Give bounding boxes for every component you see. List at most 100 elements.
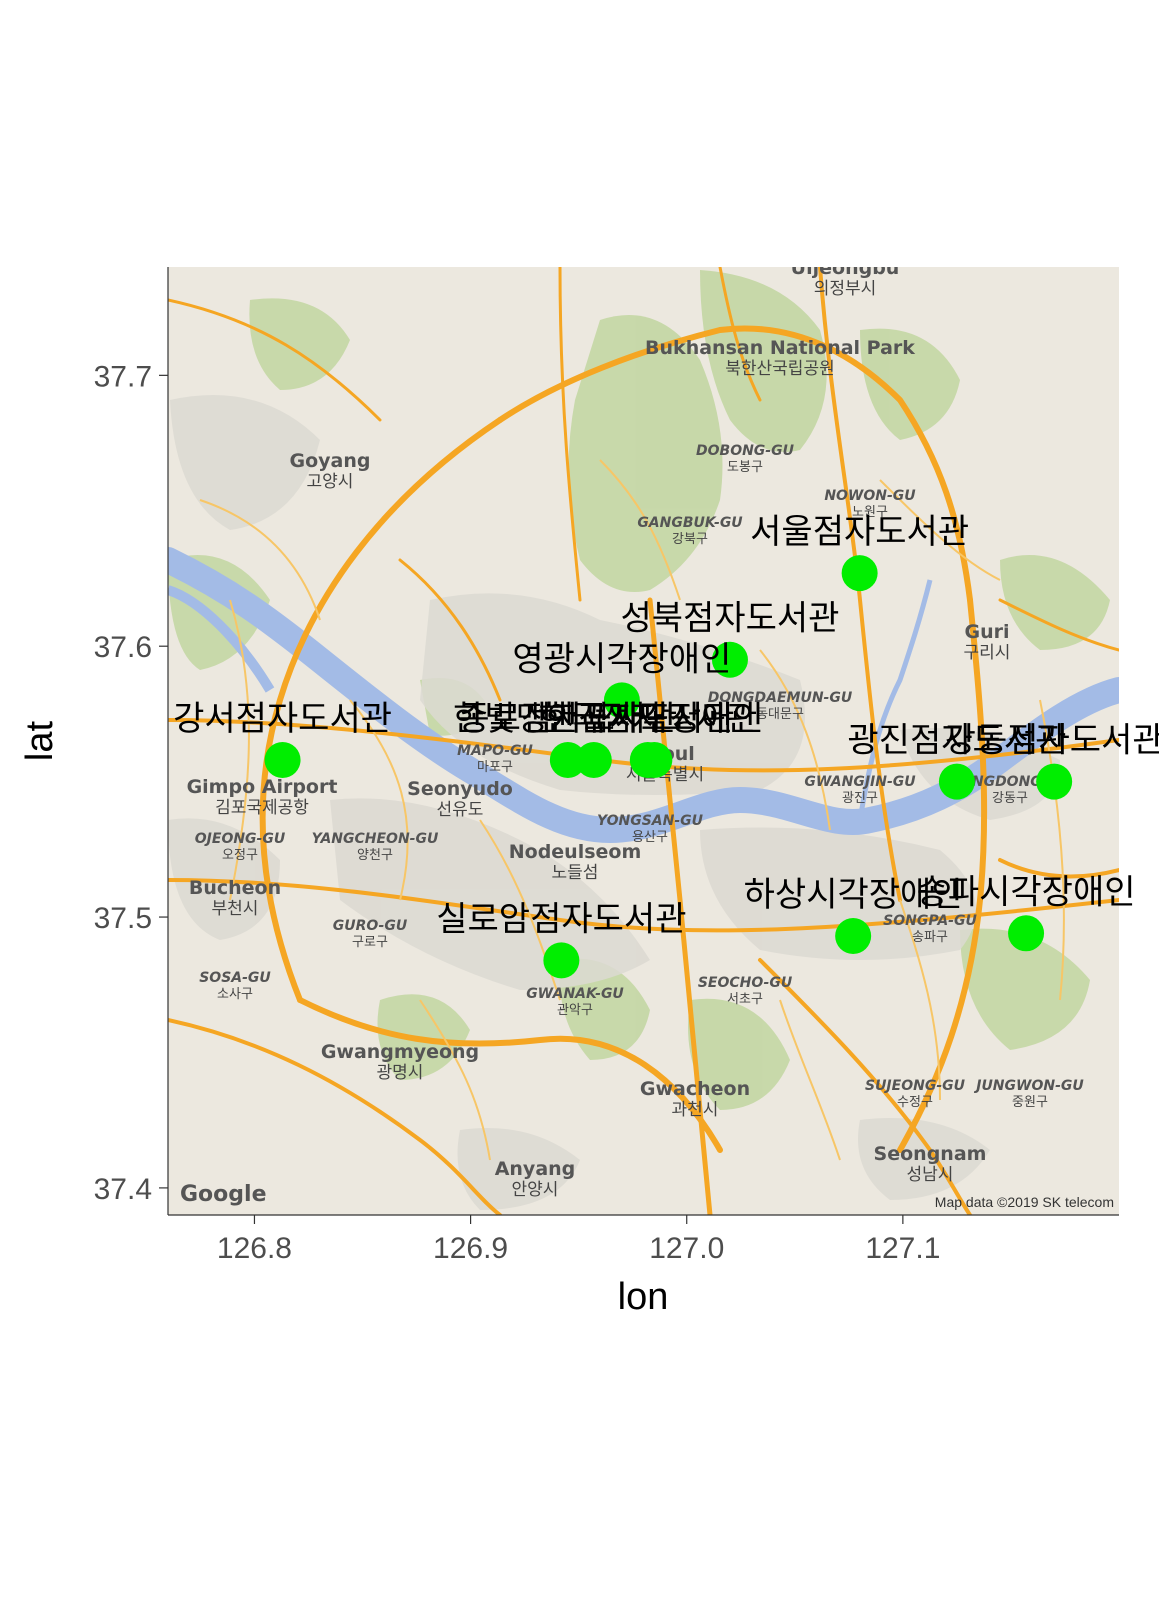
place-name: Bukhansan National Park bbox=[645, 337, 915, 359]
place-name: Gwangmyeong bbox=[321, 1041, 479, 1063]
place-name-ko: 선유도 bbox=[437, 800, 484, 820]
data-point bbox=[835, 918, 872, 955]
google-logo: Google bbox=[180, 1182, 267, 1207]
place-name-ko: 서초구 bbox=[727, 992, 763, 1007]
data-point bbox=[264, 741, 301, 778]
place-name: Bucheon bbox=[189, 877, 281, 899]
y-tick-label: 37.6 bbox=[94, 631, 152, 664]
place-name-ko: 중원구 bbox=[1012, 1095, 1048, 1110]
point-label: 한빛맹인점자도서관 bbox=[453, 699, 735, 739]
place-name: OJEONG-GU bbox=[195, 831, 286, 847]
place-name-ko: 관악구 bbox=[557, 1003, 593, 1018]
jungnang-stream bbox=[857, 579, 933, 821]
point-label: 강서점자도서관 bbox=[173, 699, 392, 739]
place-name: YANGCHEON-GU bbox=[312, 831, 439, 847]
point-label: 광진점자도서관 bbox=[847, 721, 1066, 761]
place-name: Gimpo Airport bbox=[187, 776, 338, 798]
place-name-ko: 수정구 bbox=[897, 1095, 933, 1110]
place-name: GANGBUK-GU bbox=[637, 515, 743, 531]
place-name-ko: 과천시 bbox=[672, 1100, 719, 1120]
x-tick-label: 127.0 bbox=[649, 1232, 724, 1265]
data-point bbox=[549, 741, 586, 778]
place-name-ko: 광진구 bbox=[842, 791, 878, 806]
place-name: Guri bbox=[964, 621, 1009, 643]
point-label: 실로암점자도서관 bbox=[436, 899, 686, 939]
data-point bbox=[711, 641, 748, 678]
x-axis: 126.8 126.9 127.0 127.1 bbox=[168, 1214, 1119, 1265]
data-point bbox=[1036, 763, 1073, 800]
data-point bbox=[841, 555, 878, 592]
place-name-ko: 노원구 bbox=[852, 505, 888, 520]
place-name: YONGSAN-GU bbox=[597, 813, 704, 829]
y-tick-label: 37.4 bbox=[94, 1173, 152, 1206]
place-name: Nodeulseom bbox=[509, 841, 642, 863]
data-point bbox=[603, 682, 640, 719]
data-point bbox=[938, 763, 975, 800]
minor-roads bbox=[199, 459, 1065, 1161]
place-name-ko: 동대문구 bbox=[756, 707, 804, 722]
data-point bbox=[636, 741, 673, 778]
place-name-ko: 강북구 bbox=[672, 532, 708, 547]
place-name-ko: 노들섬 bbox=[552, 863, 599, 883]
place-name: SONGPA-GU bbox=[883, 913, 977, 929]
place-name-ko: 용산구 bbox=[632, 830, 668, 845]
point-label: 영광시각장애인 bbox=[512, 639, 731, 679]
place-name: Anyang bbox=[495, 1158, 576, 1180]
place-name-ko: 부천시 bbox=[212, 899, 259, 919]
point-label: 종로점자도서관 bbox=[458, 699, 677, 739]
place-name-ko: 오정구 bbox=[222, 848, 258, 863]
place-name: MAPO-GU bbox=[457, 743, 533, 759]
place-name-ko: 소사구 bbox=[217, 987, 253, 1002]
x-tick-label: 126.8 bbox=[217, 1232, 292, 1265]
place-name: SOSA-GU bbox=[199, 970, 271, 986]
y-axis-title: lat bbox=[19, 720, 61, 761]
place-name: SUJEONG-GU bbox=[865, 1078, 966, 1094]
x-axis-title: lon bbox=[618, 1276, 669, 1318]
y-axis: 37.4 37.5 37.6 37.7 bbox=[94, 267, 169, 1215]
map-attribution: Map data ©2019 SK telecom bbox=[935, 1194, 1114, 1210]
place-name: Seonyudo bbox=[407, 778, 513, 800]
place-name: GURO-GU bbox=[333, 918, 408, 934]
place-name-ko: 강동구 bbox=[992, 791, 1028, 806]
x-tick-label: 126.9 bbox=[433, 1232, 508, 1265]
place-name-ko: 고양시 bbox=[307, 472, 354, 492]
place-name-ko: 광명시 bbox=[377, 1063, 424, 1083]
place-name-ko: 양천구 bbox=[357, 848, 393, 863]
data-point bbox=[1008, 915, 1045, 952]
place-name: GWANGJIN-GU bbox=[804, 774, 916, 790]
place-name-ko: 구로구 bbox=[352, 935, 388, 950]
place-name: NOWON-GU bbox=[824, 488, 916, 504]
point-label: 성북점자도서관 bbox=[620, 599, 839, 639]
y-tick-label: 37.5 bbox=[94, 902, 152, 935]
x-tick-label: 127.1 bbox=[865, 1232, 940, 1265]
place-name-ko: 성남시 bbox=[907, 1165, 954, 1185]
place-name-ko: 송파구 bbox=[912, 930, 948, 945]
place-name-ko: 북한산국립공원 bbox=[725, 359, 834, 379]
place-name: Seongnam bbox=[874, 1143, 987, 1165]
data-points bbox=[264, 555, 1073, 979]
y-tick-label: 37.7 bbox=[94, 360, 152, 393]
place-name: GWANAK-GU bbox=[526, 986, 624, 1002]
place-name-ko: 마포구 bbox=[477, 760, 513, 775]
place-name: SEOCHO-GU bbox=[698, 975, 793, 991]
place-name: DONGDAEMUN-GU bbox=[708, 690, 853, 706]
place-name-ko: 김포국제공항 bbox=[215, 798, 309, 818]
point-label: 한국시각장애인 bbox=[545, 699, 764, 739]
place-name-ko: 안양시 bbox=[512, 1180, 559, 1200]
place-name: DOBONG-GU bbox=[696, 443, 795, 459]
place-name-ko: 구리시 bbox=[964, 643, 1011, 663]
place-name: JUNGWON-GU bbox=[973, 1078, 1084, 1094]
point-label: 강동점자도서관 bbox=[945, 721, 1159, 761]
place-name: Gwacheon bbox=[640, 1078, 750, 1100]
place-name: Uijeongbu bbox=[791, 257, 900, 279]
han-river bbox=[168, 547, 1119, 844]
place-name-ko: 도봉구 bbox=[727, 460, 763, 475]
point-label: 한국점자도서관 bbox=[538, 699, 757, 739]
data-point bbox=[543, 942, 580, 979]
place-name: Goyang bbox=[290, 450, 371, 472]
point-label: 서울점자도서관 bbox=[750, 512, 969, 552]
